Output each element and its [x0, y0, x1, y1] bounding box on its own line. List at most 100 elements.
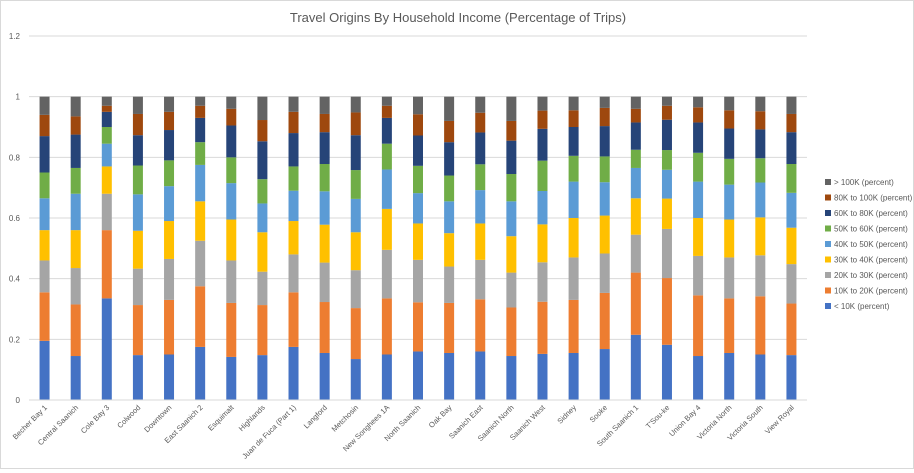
bar-segment	[568, 299, 579, 353]
bar-segment	[319, 191, 330, 225]
bar-segment	[39, 260, 50, 293]
bar-segment	[786, 355, 797, 400]
bar-segment	[630, 108, 641, 123]
bar-segment	[226, 260, 237, 303]
y-tick-label: 0.4	[9, 275, 21, 284]
bar-stack	[350, 96, 361, 400]
x-tick-label: Colwood	[115, 403, 142, 430]
bar-stack	[786, 96, 797, 400]
bar-segment	[350, 170, 361, 199]
bar-segment	[413, 114, 423, 136]
bar-segment	[599, 96, 610, 108]
bar-segment	[724, 158, 735, 185]
bar-segment	[101, 193, 112, 231]
bar-segment	[413, 302, 423, 352]
bar-stack	[413, 96, 423, 400]
bar-segment	[786, 192, 797, 228]
bar-segment	[257, 96, 268, 121]
bar-segment	[70, 193, 81, 231]
bar-segment	[599, 292, 610, 350]
bar-stack	[444, 96, 455, 400]
bar-segment	[413, 259, 423, 303]
bar-segment	[288, 133, 299, 167]
bar-segment	[693, 122, 704, 153]
x-tick-label: Oak Bay	[427, 403, 454, 430]
legend-swatch	[825, 303, 831, 309]
bar-segment	[39, 340, 50, 400]
bar-segment	[724, 219, 735, 258]
bar-segment	[381, 117, 392, 144]
bar-stack	[101, 96, 112, 400]
bar-segment	[444, 96, 455, 121]
bar-stack	[195, 96, 206, 400]
bar-segment	[755, 217, 766, 256]
legend-swatch	[825, 194, 831, 201]
bar-segment	[537, 262, 548, 302]
bar-segment	[319, 132, 330, 165]
bar-segment	[755, 296, 766, 355]
bar-stack	[226, 96, 237, 400]
bar-segment	[195, 105, 206, 118]
bar-segment	[288, 111, 299, 134]
bar-segment	[319, 96, 330, 114]
bar-segment	[381, 208, 392, 250]
bar-segment	[164, 354, 175, 400]
bar-segment	[444, 120, 455, 143]
bar-segment	[101, 111, 112, 127]
legend-swatch	[825, 241, 831, 247]
bar-segment	[381, 298, 392, 355]
bar-segment	[257, 179, 268, 204]
bar-stack	[506, 96, 517, 400]
y-tick-label: 0.8	[9, 153, 21, 162]
bar-segment	[226, 219, 237, 261]
bar-segment	[537, 191, 548, 225]
bar-segment	[630, 198, 641, 235]
bar-segment	[39, 198, 50, 231]
x-tick-label: Langford	[302, 403, 329, 430]
bar-segment	[475, 259, 486, 300]
bar-segment	[568, 110, 579, 127]
bar-segment	[693, 96, 704, 108]
bar-segment	[195, 286, 206, 347]
bar-segment	[568, 155, 579, 182]
legend-label: 50K to 60K (percent)	[834, 225, 908, 234]
bar-segment	[350, 359, 361, 400]
bar-segment	[195, 201, 206, 241]
bar-segment	[537, 128, 548, 161]
bar-segment	[132, 230, 143, 269]
bar-segment	[164, 96, 175, 112]
legend-item: 40K to 50K (percent)	[825, 240, 908, 249]
legend-swatch	[825, 179, 831, 185]
bar-segment	[132, 268, 143, 306]
bar-segment	[537, 160, 548, 192]
bar-segment	[630, 272, 641, 335]
bar-segment	[506, 236, 517, 273]
bar-segment	[475, 351, 486, 400]
bar-segment	[661, 169, 672, 199]
bar-segment	[444, 175, 455, 202]
bar-segment	[70, 167, 81, 194]
bar-segment	[39, 114, 50, 137]
bar-segment	[164, 186, 175, 222]
bar-segment	[444, 142, 455, 176]
bar-segment	[257, 355, 268, 400]
bar-segment	[755, 158, 766, 183]
legend-label: 30K to 40K (percent)	[834, 256, 908, 265]
bar-segment	[599, 156, 610, 183]
bar-segment	[70, 96, 81, 117]
bar-segment	[630, 96, 641, 109]
bar-segment	[475, 299, 486, 352]
bar-segment	[444, 233, 455, 267]
bar-segment	[537, 353, 548, 400]
bar-segment	[226, 125, 237, 158]
bar-segment	[599, 182, 610, 216]
bar-segment	[381, 354, 392, 400]
legend-label: 10K to 20K (percent)	[834, 287, 908, 296]
x-tick-label: Metchosin	[330, 403, 361, 434]
bar-segment	[475, 164, 486, 191]
bar-segment	[132, 305, 143, 356]
bar-segment	[724, 298, 735, 353]
bar-segment	[630, 149, 641, 168]
bar-segment	[475, 132, 486, 165]
